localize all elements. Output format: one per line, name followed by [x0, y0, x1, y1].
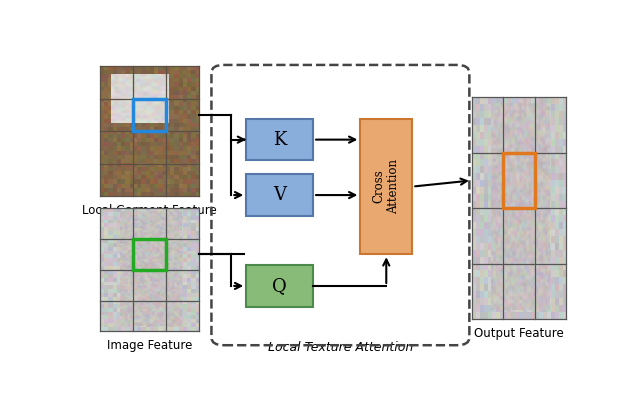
Text: Cross
Attention: Cross Attention [372, 159, 400, 214]
Text: V: V [273, 186, 286, 204]
Text: Image Feature: Image Feature [107, 339, 192, 352]
Bar [100, 66, 199, 196]
Bar [100, 208, 199, 331]
Bar [246, 174, 313, 216]
Text: K: K [273, 131, 286, 149]
Bar [246, 265, 313, 307]
Bar [503, 153, 534, 208]
Text: Local Garment Feature: Local Garment Feature [82, 204, 217, 216]
Bar [472, 97, 566, 319]
Bar [360, 119, 412, 254]
Bar [133, 239, 166, 270]
Text: Output Feature: Output Feature [474, 327, 564, 340]
Bar [246, 119, 313, 160]
Text: Q: Q [272, 277, 287, 295]
Text: Local Texture Attention: Local Texture Attention [268, 341, 413, 354]
Bar [133, 99, 166, 131]
